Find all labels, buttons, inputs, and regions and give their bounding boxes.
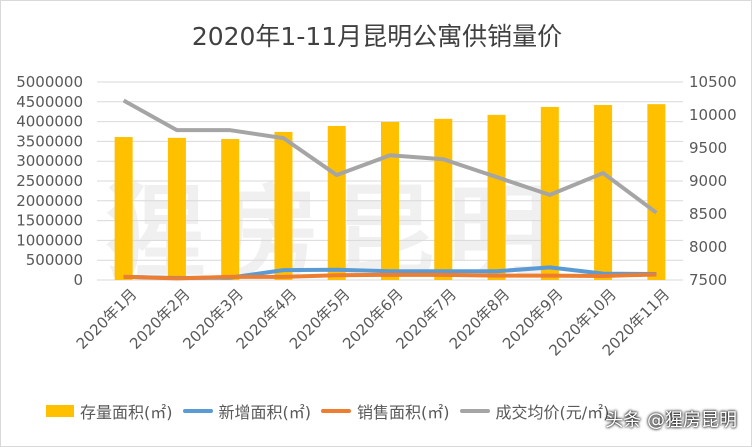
left-tick-label: 3500000 xyxy=(16,132,83,150)
bar-5 xyxy=(327,125,346,281)
left-tick-label: 1500000 xyxy=(16,212,83,230)
bar-8 xyxy=(487,114,506,280)
bar-4 xyxy=(274,131,293,280)
legend-swatch xyxy=(46,405,74,417)
left-tick-label: 2500000 xyxy=(16,172,83,190)
legend-label: 新增面积(㎡) xyxy=(218,403,312,422)
bar-10 xyxy=(594,104,613,280)
legend: 存量面积(㎡) 新增面积(㎡) 销售面积(㎡) 成交均价(元/㎡) xyxy=(46,399,619,423)
legend-item: 成交均价(元/㎡) xyxy=(459,399,610,423)
right-tick-label: 9500 xyxy=(689,139,727,157)
right-tick-label: 8500 xyxy=(689,205,727,223)
left-tick-label: 5000000 xyxy=(16,73,83,91)
left-tick-label: 2000000 xyxy=(16,192,83,210)
legend-label: 成交均价(元/㎡) xyxy=(495,403,610,422)
bar-3 xyxy=(221,139,240,280)
legend-swatch xyxy=(459,409,490,413)
left-tick-label: 0 xyxy=(73,271,83,289)
left-tick-label: 3000000 xyxy=(16,152,83,170)
left-tick-label: 500000 xyxy=(26,251,83,269)
right-tick-label: 10500 xyxy=(689,73,737,91)
bar-2 xyxy=(167,137,186,280)
legend-item: 新增面积(㎡) xyxy=(182,399,312,423)
left-tick-label: 1000000 xyxy=(16,231,83,249)
credit-text: 头条 @猩房昆明 xyxy=(605,410,737,431)
bar-6 xyxy=(381,121,399,280)
chart-title: 2020年1-11月昆明公寓供销量价 xyxy=(192,22,562,51)
right-tick-label: 8000 xyxy=(689,238,727,256)
right-tick-label: 7500 xyxy=(689,271,727,289)
legend-label: 销售面积(㎡) xyxy=(357,403,450,422)
right-tick-label: 10000 xyxy=(689,106,737,124)
legend-swatch xyxy=(182,409,213,413)
bar-1 xyxy=(114,137,133,280)
left-tick-label: 4500000 xyxy=(16,93,83,111)
bar-11 xyxy=(647,104,666,281)
legend-item: 销售面积(㎡) xyxy=(321,399,450,423)
legend-label: 存量面积(㎡) xyxy=(80,403,173,422)
legend-swatch xyxy=(321,409,351,413)
legend-item: 存量面积(㎡) xyxy=(46,399,173,423)
right-tick-label: 9000 xyxy=(689,172,727,190)
left-tick-label: 4000000 xyxy=(16,113,83,131)
bar-7 xyxy=(434,118,453,280)
